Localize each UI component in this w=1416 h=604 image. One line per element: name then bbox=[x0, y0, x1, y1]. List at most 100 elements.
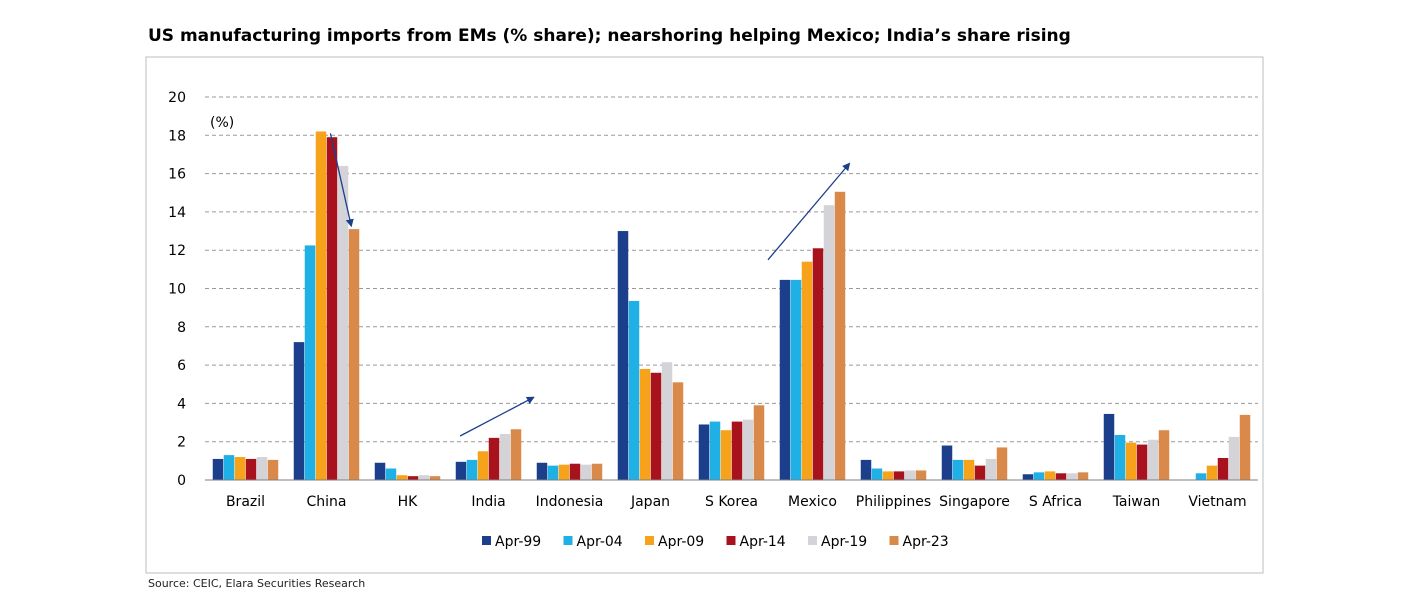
x-axis-tick-labels: Brazil China HK India Indonesia Japan S Korea M… bbox=[226, 494, 1247, 510]
bar-philippines-apr-04 bbox=[871, 468, 883, 480]
y-tick-label: 0 bbox=[177, 473, 186, 489]
legend-label: Apr-14 bbox=[740, 534, 786, 550]
bar-japan-apr-23 bbox=[672, 382, 684, 480]
bar-hk-apr-04 bbox=[385, 468, 397, 480]
bar-indonesia-apr-99 bbox=[536, 462, 548, 480]
bar-philippines-apr-23 bbox=[915, 470, 927, 480]
legend-swatch bbox=[645, 536, 654, 545]
bar-hk-apr-99 bbox=[374, 462, 386, 480]
x-tick-label: S Africa bbox=[1029, 494, 1082, 510]
trend-arrow-mexico bbox=[767, 162, 851, 261]
x-tick-label: Taiwan bbox=[1112, 494, 1161, 510]
bar-india-apr-04 bbox=[466, 459, 478, 480]
bar-singapore-apr-23 bbox=[996, 447, 1008, 480]
bar-india-apr-99 bbox=[455, 461, 467, 480]
bar-vietnam-apr-23 bbox=[1239, 414, 1251, 480]
y-axis-label: (%) bbox=[210, 115, 234, 131]
legend-label: Apr-09 bbox=[658, 534, 704, 550]
bar-singapore-apr-19 bbox=[985, 458, 997, 480]
chart-frame bbox=[145, 56, 1264, 574]
bar-s-korea-apr-23 bbox=[753, 405, 765, 480]
bar-indonesia-apr-19 bbox=[580, 464, 592, 480]
bar-singapore-apr-04 bbox=[952, 459, 964, 480]
bar-indonesia-apr-04 bbox=[547, 465, 559, 480]
trend-arrows bbox=[329, 133, 851, 437]
y-tick-label: 6 bbox=[177, 358, 186, 374]
bar-hk-apr-09 bbox=[396, 475, 408, 480]
legend: Apr-99 Apr-04 Apr-09 Apr-14 Apr-19 Apr-23 bbox=[482, 534, 949, 550]
bar-vietnam-apr-14 bbox=[1217, 457, 1229, 480]
bar-philippines-apr-14 bbox=[893, 471, 905, 480]
y-axis-tick-labels: 0 2 4 6 8 10 12 14 16 18 20 bbox=[168, 90, 186, 489]
bar-hk-apr-14 bbox=[407, 476, 419, 480]
legend-label: Apr-19 bbox=[821, 534, 867, 550]
bar-hk-apr-23 bbox=[429, 476, 441, 480]
x-tick-label: India bbox=[471, 494, 505, 510]
bar-india-apr-19 bbox=[499, 434, 511, 480]
x-tick-label: Mexico bbox=[788, 494, 837, 510]
bar-brazil-apr-14 bbox=[245, 458, 257, 480]
bar-india-apr-09 bbox=[477, 451, 489, 480]
legend-swatch bbox=[563, 536, 573, 545]
bar-mexico-apr-04 bbox=[790, 279, 802, 480]
x-tick-label: Singapore bbox=[939, 494, 1010, 510]
bar-brazil-apr-19 bbox=[256, 457, 268, 480]
bar-singapore-apr-09 bbox=[963, 459, 975, 480]
y-tick-label: 12 bbox=[168, 243, 186, 259]
y-tick-label: 20 bbox=[168, 90, 186, 106]
bar-india-apr-14 bbox=[488, 437, 500, 480]
x-tick-label: S Korea bbox=[705, 494, 758, 510]
chart-title: US manufacturing imports from EMs (% sha… bbox=[148, 26, 1071, 46]
bar-japan-apr-14 bbox=[650, 372, 662, 480]
bar-mexico-apr-99 bbox=[779, 279, 791, 480]
bar-singapore-apr-14 bbox=[974, 465, 986, 480]
x-tick-label: Japan bbox=[630, 494, 670, 510]
bar-vietnam-apr-04 bbox=[1195, 473, 1207, 480]
x-tick-label: HK bbox=[398, 494, 419, 510]
y-tick-label: 4 bbox=[177, 396, 186, 412]
trend-arrow-india bbox=[459, 396, 535, 437]
bar-china-apr-09 bbox=[315, 131, 327, 480]
y-tick-label: 2 bbox=[177, 435, 186, 451]
bar-s-africa-apr-09 bbox=[1044, 471, 1056, 480]
bar-s-africa-apr-19 bbox=[1066, 473, 1078, 480]
bar-s-korea-apr-14 bbox=[731, 421, 743, 480]
bar-philippines-apr-99 bbox=[860, 459, 872, 480]
bar-s-africa-apr-14 bbox=[1055, 473, 1067, 480]
bar-brazil-apr-04 bbox=[223, 455, 235, 480]
y-tick-label: 16 bbox=[168, 167, 186, 183]
bar-brazil-apr-23 bbox=[267, 459, 279, 480]
bars bbox=[212, 131, 1251, 481]
y-tick-label: 18 bbox=[168, 128, 186, 144]
legend-swatch bbox=[726, 536, 736, 545]
bar-china-apr-19 bbox=[337, 165, 349, 480]
legend-swatch bbox=[808, 536, 817, 545]
trend-arrow-china bbox=[329, 133, 354, 228]
bar-taiwan-apr-09 bbox=[1125, 442, 1137, 480]
bar-china-apr-99 bbox=[293, 342, 305, 480]
bar-taiwan-apr-19 bbox=[1147, 439, 1159, 480]
y-tick-label: 8 bbox=[177, 320, 186, 336]
bar-taiwan-apr-99 bbox=[1103, 413, 1115, 480]
bar-taiwan-apr-23 bbox=[1158, 430, 1170, 480]
source-note: Source: CEIC, Elara Securities Research bbox=[148, 577, 366, 590]
bar-taiwan-apr-04 bbox=[1114, 435, 1126, 480]
bar-s-korea-apr-09 bbox=[720, 430, 732, 480]
bar-s-korea-apr-19 bbox=[742, 419, 754, 480]
bar-mexico-apr-19 bbox=[823, 205, 835, 480]
bar-indonesia-apr-14 bbox=[569, 463, 581, 480]
bar-s-korea-apr-04 bbox=[709, 421, 721, 480]
bar-vietnam-apr-19 bbox=[1228, 436, 1240, 480]
legend-label: Apr-99 bbox=[495, 534, 541, 550]
bar-china-apr-04 bbox=[304, 245, 316, 480]
bar-indonesia-apr-23 bbox=[591, 463, 603, 480]
legend-label: Apr-23 bbox=[903, 534, 949, 550]
bar-japan-apr-99 bbox=[617, 231, 629, 480]
legend-swatch bbox=[889, 536, 899, 545]
legend-swatch bbox=[482, 536, 491, 545]
bar-s-africa-apr-99 bbox=[1022, 474, 1034, 480]
bar-philippines-apr-09 bbox=[882, 471, 894, 480]
bar-philippines-apr-19 bbox=[904, 470, 916, 480]
bar-brazil-apr-99 bbox=[212, 458, 224, 480]
